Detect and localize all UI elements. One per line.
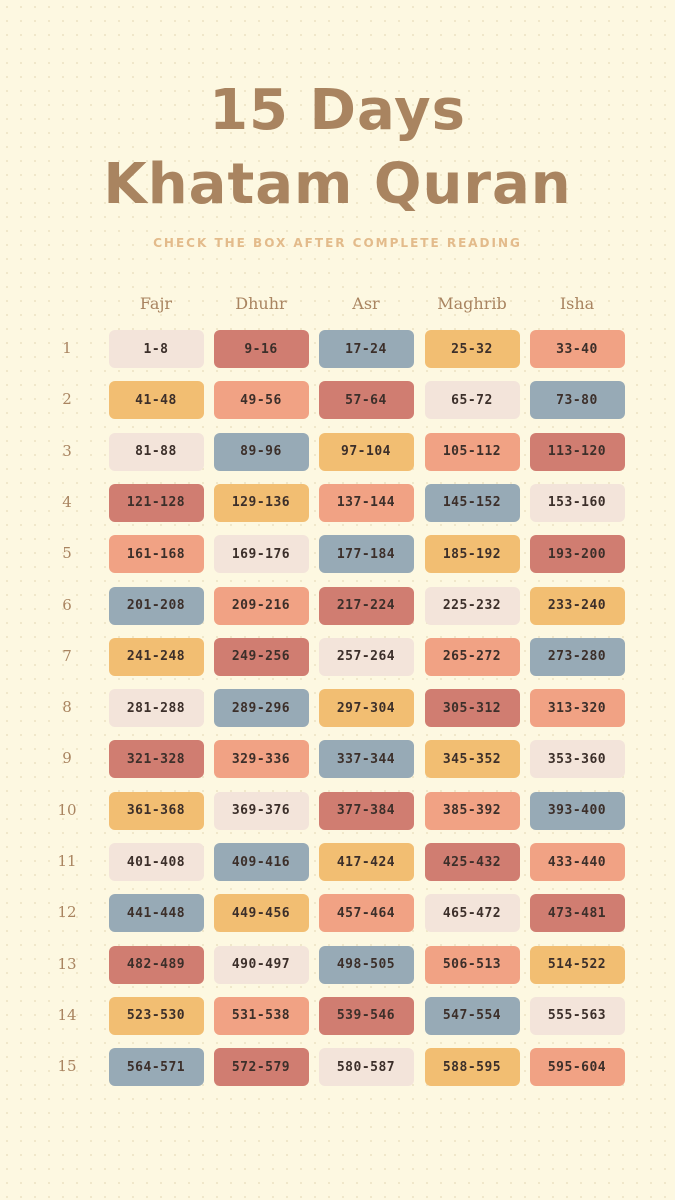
checkbox-cell[interactable]: 289-296	[213, 689, 309, 728]
row-label: 8	[62, 698, 72, 717]
row-label: 2	[62, 390, 72, 409]
checkbox-cell[interactable]: 449-456	[213, 894, 309, 933]
checkbox-cell[interactable]: 193-200	[529, 535, 625, 574]
row-label: 9	[62, 749, 72, 768]
column-header: Dhuhr	[235, 294, 287, 313]
checkbox-cell[interactable]: 121-128	[108, 483, 204, 522]
checkbox-cell[interactable]: 153-160	[529, 483, 625, 522]
checkbox-cell[interactable]: 41-48	[108, 381, 204, 420]
checkbox-cell[interactable]: 514-522	[529, 945, 625, 984]
checkbox-cell[interactable]: 580-587	[318, 1048, 414, 1087]
checkbox-cell[interactable]: 169-176	[213, 535, 309, 574]
checkbox-cell[interactable]: 105-112	[424, 432, 520, 471]
checkbox-cell[interactable]: 531-538	[213, 996, 309, 1035]
checkbox-cell[interactable]: 490-497	[213, 945, 309, 984]
column-header: Asr	[352, 294, 380, 313]
checkbox-cell[interactable]: 369-376	[213, 791, 309, 830]
checkbox-cell[interactable]: 572-579	[213, 1048, 309, 1087]
checkbox-cell[interactable]: 225-232	[424, 586, 520, 625]
checkbox-cell[interactable]: 137-144	[318, 483, 414, 522]
checkbox-cell[interactable]: 273-280	[529, 637, 625, 676]
row-label: 12	[57, 903, 77, 922]
checkbox-cell[interactable]: 425-432	[424, 843, 520, 881]
row-label: 13	[57, 954, 77, 973]
checkbox-cell[interactable]: 305-312	[424, 689, 520, 728]
row-label: 14	[57, 1005, 77, 1024]
checkbox-cell[interactable]: 353-360	[529, 740, 625, 779]
checkbox-cell[interactable]: 564-571	[108, 1048, 204, 1087]
row-label: 6	[62, 595, 72, 614]
row-label: 10	[57, 800, 77, 819]
checkbox-cell[interactable]: 265-272	[424, 637, 520, 676]
row-label: 1	[62, 339, 72, 357]
checkbox-cell[interactable]: 457-464	[318, 894, 414, 933]
checkbox-cell[interactable]: 539-546	[318, 996, 414, 1035]
checkbox-cell[interactable]: 377-384	[318, 791, 414, 830]
checkbox-cell[interactable]: 555-563	[529, 996, 625, 1035]
checkbox-cell[interactable]: 313-320	[529, 689, 625, 728]
checkbox-cell[interactable]: 33-40	[529, 330, 625, 368]
checkbox-cell[interactable]: 393-400	[529, 791, 625, 830]
row-label: 11	[57, 852, 77, 870]
checkbox-cell[interactable]: 9-16	[213, 330, 309, 368]
checkbox-cell[interactable]: 588-595	[424, 1048, 520, 1087]
checkbox-cell[interactable]: 177-184	[318, 535, 414, 574]
checkbox-cell[interactable]: 217-224	[318, 586, 414, 625]
checkbox-cell[interactable]: 185-192	[424, 535, 520, 574]
column-header: Maghrib	[437, 294, 507, 313]
checkbox-cell[interactable]: 473-481	[529, 894, 625, 933]
checkbox-cell[interactable]: 595-604	[529, 1048, 625, 1087]
title: 15 Days	[209, 78, 466, 143]
checkbox-cell[interactable]: 145-152	[424, 483, 520, 522]
checkbox-cell[interactable]: 25-32	[424, 330, 520, 368]
checkbox-cell[interactable]: 329-336	[213, 740, 309, 779]
row-label: 7	[62, 646, 72, 665]
row-label: 3	[62, 441, 72, 460]
checkbox-cell[interactable]: 249-256	[213, 637, 309, 676]
checkbox-cell[interactable]: 241-248	[108, 637, 204, 676]
checkbox-cell[interactable]: 361-368	[108, 791, 204, 830]
checkbox-cell[interactable]: 345-352	[424, 740, 520, 779]
checkbox-cell[interactable]: 97-104	[318, 432, 414, 471]
row-label: 5	[62, 544, 72, 563]
checkbox-cell[interactable]: 465-472	[424, 894, 520, 933]
checkbox-cell[interactable]: 57-64	[318, 381, 414, 420]
checkbox-cell[interactable]: 401-408	[108, 843, 204, 881]
checkbox-cell[interactable]: 113-120	[529, 432, 625, 471]
checkbox-cell[interactable]: 49-56	[213, 381, 309, 420]
row-label: 15	[57, 1057, 77, 1076]
checkbox-cell[interactable]: 201-208	[108, 586, 204, 625]
column-header: Fajr	[139, 294, 173, 313]
column-header: Isha	[559, 294, 595, 313]
checkbox-cell[interactable]: 385-392	[424, 791, 520, 830]
checkbox-cell[interactable]: 337-344	[318, 740, 414, 779]
checkbox-cell[interactable]: 523-530	[108, 996, 204, 1035]
checkbox-cell[interactable]: 65-72	[424, 381, 520, 420]
checkbox-cell[interactable]: 73-80	[529, 381, 625, 420]
checkbox-cell[interactable]: 81-88	[108, 432, 204, 471]
checkbox-cell[interactable]: 17-24	[318, 330, 414, 368]
checkbox-cell[interactable]: 321-328	[108, 740, 204, 779]
subtitle: CHECK THE BOX AFTER COMPLETE READING	[153, 236, 522, 250]
checkbox-cell[interactable]: 89-96	[213, 432, 309, 471]
checkbox-cell[interactable]: 129-136	[213, 483, 309, 522]
checkbox-cell[interactable]: 498-505	[318, 945, 414, 984]
checkbox-cell[interactable]: 482-489	[108, 945, 204, 984]
checkbox-cell[interactable]: 281-288	[108, 689, 204, 728]
checkbox-cell[interactable]: 506-513	[424, 945, 520, 984]
checkbox-cell[interactable]: 257-264	[318, 637, 414, 676]
checkbox-cell[interactable]: 441-448	[108, 894, 204, 933]
checkbox-cell[interactable]: 233-240	[529, 586, 625, 625]
checkbox-cell[interactable]: 433-440	[529, 843, 625, 881]
checkbox-cell[interactable]: 409-416	[213, 843, 309, 881]
row-label: 4	[62, 492, 72, 511]
checkbox-cell[interactable]: 1-8	[108, 330, 204, 368]
checkbox-cell[interactable]: 209-216	[213, 586, 309, 625]
title: Khatam Quran	[103, 152, 572, 217]
checkbox-cell[interactable]: 417-424	[318, 843, 414, 881]
checkbox-cell[interactable]: 547-554	[424, 996, 520, 1035]
checkbox-cell[interactable]: 161-168	[108, 535, 204, 574]
checkbox-cell[interactable]: 297-304	[318, 689, 414, 728]
